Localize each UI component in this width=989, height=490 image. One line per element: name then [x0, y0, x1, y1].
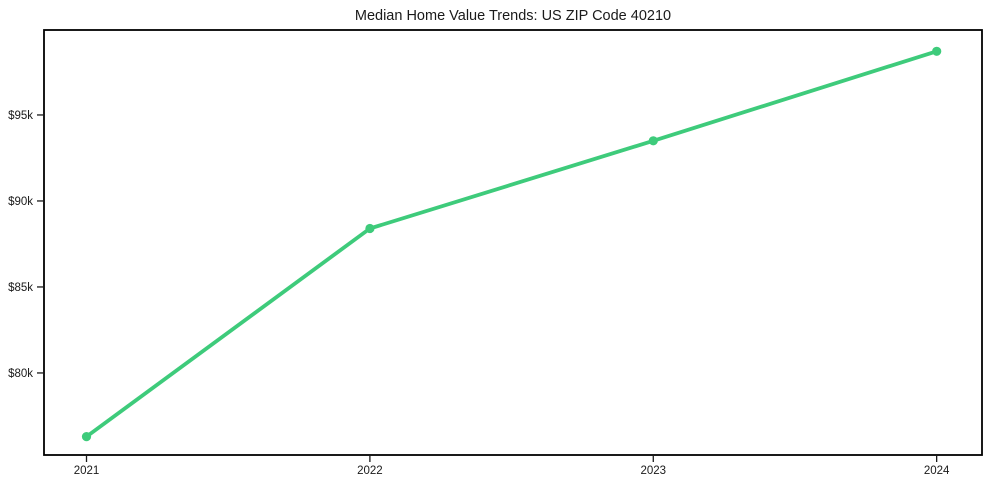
plot-frame: [43, 29, 983, 456]
data-point-marker: [648, 136, 658, 146]
chart-title: Median Home Value Trends: US ZIP Code 40…: [354, 8, 672, 24]
x-tick-label: 2024: [924, 465, 950, 477]
x-tick-label: 2022: [357, 465, 383, 477]
x-tick-label: 2023: [640, 465, 666, 477]
data-point-marker: [81, 432, 92, 442]
data-point-marker: [365, 223, 375, 234]
y-tick-label: $90k: [8, 196, 33, 208]
y-tick-label: $95k: [8, 110, 33, 122]
x-tick-label: 2021: [74, 465, 100, 477]
y-tick-label: $80k: [8, 368, 33, 380]
data-point-marker: [932, 46, 942, 56]
y-tick-label: $85k: [8, 282, 33, 294]
trend-line: [84, 49, 939, 439]
